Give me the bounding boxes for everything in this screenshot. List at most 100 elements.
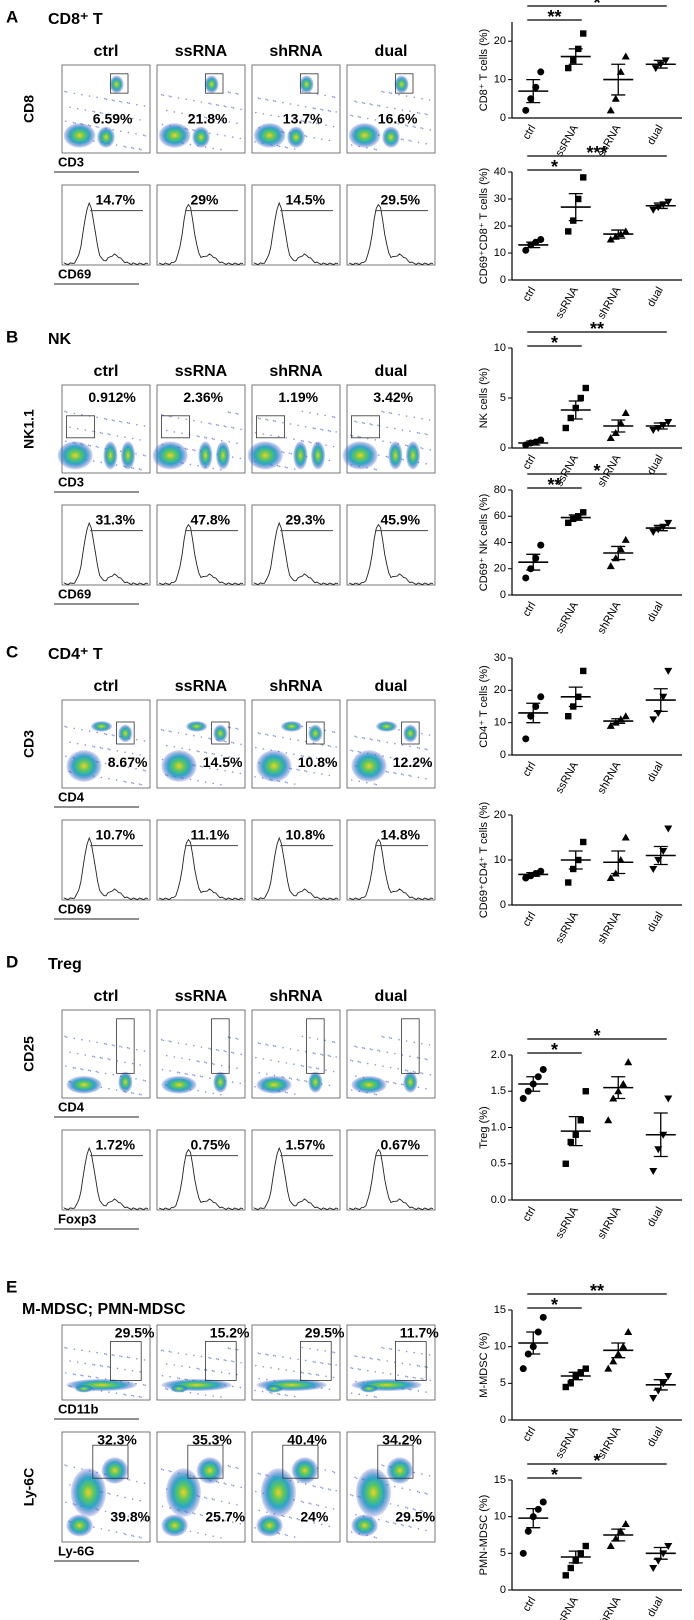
event-dot <box>212 1092 215 1095</box>
event-dot <box>231 1521 234 1523</box>
event-dot <box>363 422 366 425</box>
gate-percent: 11.7% <box>400 1325 439 1341</box>
event-dot <box>100 461 103 464</box>
event-dot <box>383 1347 385 1349</box>
y-tick-label: 0 <box>500 749 506 761</box>
data-point <box>609 1357 618 1365</box>
event-dot <box>240 1361 242 1364</box>
x-tick-label: dual <box>645 910 666 934</box>
event-dot <box>215 423 218 426</box>
event-dot <box>286 1394 288 1397</box>
axis-label: CD11b <box>58 1401 99 1416</box>
event-dot <box>333 1041 336 1044</box>
event-dot <box>220 1500 223 1503</box>
cell-population <box>198 441 213 470</box>
event-dot <box>357 435 360 438</box>
error-bar <box>611 1528 626 1542</box>
event-dot <box>80 1068 82 1070</box>
plot-frame <box>156 819 246 901</box>
gate-percent: 29.5% <box>115 1325 155 1341</box>
event-dot <box>93 111 96 113</box>
axis-label: CD3 <box>21 730 37 758</box>
event-dot <box>128 1479 131 1481</box>
event-dot <box>217 104 220 107</box>
y-tick-label: 20 <box>494 563 506 575</box>
event-dot <box>309 1373 312 1375</box>
event-dot <box>420 762 422 764</box>
y-tick-label: 20 <box>494 809 506 821</box>
event-dot <box>398 728 400 731</box>
event-dot <box>144 769 147 772</box>
error-bar <box>526 241 541 249</box>
event-dot <box>406 125 409 127</box>
error-bar <box>526 553 541 571</box>
event-dot <box>406 1507 409 1509</box>
event-dot <box>212 782 215 785</box>
event-dot <box>390 1037 393 1040</box>
event-dot <box>116 435 119 437</box>
x-tick-label: dual <box>645 760 666 784</box>
event-dot <box>317 123 320 125</box>
event-dot <box>200 1355 203 1358</box>
gate-percent: 10.8% <box>285 827 325 843</box>
event-dot <box>272 1044 275 1047</box>
event-dot <box>293 118 295 121</box>
event-dot <box>93 1056 96 1058</box>
event-dot <box>204 146 207 148</box>
event-dot <box>232 107 235 109</box>
error-bar <box>526 871 541 877</box>
event-dot <box>107 433 109 435</box>
event-dot <box>138 1395 141 1398</box>
event-dot <box>165 744 168 747</box>
x-tick-label: dual <box>645 1205 666 1229</box>
event-dot <box>286 1091 288 1094</box>
event-dot <box>99 746 102 749</box>
event-dot <box>236 442 238 444</box>
event-dot <box>119 130 122 132</box>
event-dot <box>375 468 378 471</box>
event-dot <box>96 731 98 734</box>
event-dot <box>204 751 206 754</box>
histogram-curve <box>158 838 244 901</box>
event-dot <box>257 417 260 419</box>
event-dot <box>315 1503 318 1506</box>
y-tick-label: 5 <box>500 392 506 404</box>
event-dot <box>87 444 90 446</box>
event-dot <box>314 1052 316 1055</box>
event-dot <box>132 782 135 785</box>
event-dot <box>204 116 206 119</box>
event-dot <box>107 748 109 750</box>
plot-frame <box>251 504 341 586</box>
event-dot <box>65 1372 67 1374</box>
data-point <box>519 1095 527 1102</box>
event-dot <box>386 1360 388 1362</box>
event-dot <box>293 1093 296 1095</box>
plot-frame <box>346 819 436 901</box>
event-dot <box>160 93 163 96</box>
event-dot <box>259 1042 261 1045</box>
event-dot <box>369 1048 372 1050</box>
event-dot <box>87 1069 90 1071</box>
error-bar <box>611 718 626 724</box>
event-dot <box>185 418 188 421</box>
event-dot <box>239 1082 242 1085</box>
y-axis-title: M-MDSC (%) <box>478 1332 490 1397</box>
event-dot <box>412 1376 415 1379</box>
event-dot <box>382 120 384 123</box>
cell-population <box>310 441 326 470</box>
histogram-curve <box>63 201 149 266</box>
event-dot <box>309 121 312 124</box>
histogram-curve <box>348 838 434 901</box>
x-tick-label: shRNA <box>596 1594 624 1620</box>
event-dot <box>168 1350 171 1353</box>
event-dot <box>297 424 299 427</box>
error-bar <box>611 229 626 239</box>
event-dot <box>390 92 393 95</box>
event-dot <box>144 1384 147 1387</box>
error-bar <box>653 202 668 210</box>
event-dot <box>409 430 411 433</box>
event-dot <box>201 1076 204 1078</box>
axis-label: CD3 <box>58 474 84 489</box>
event-dot <box>73 1037 76 1040</box>
gate-percent: 15.2% <box>210 1325 250 1341</box>
